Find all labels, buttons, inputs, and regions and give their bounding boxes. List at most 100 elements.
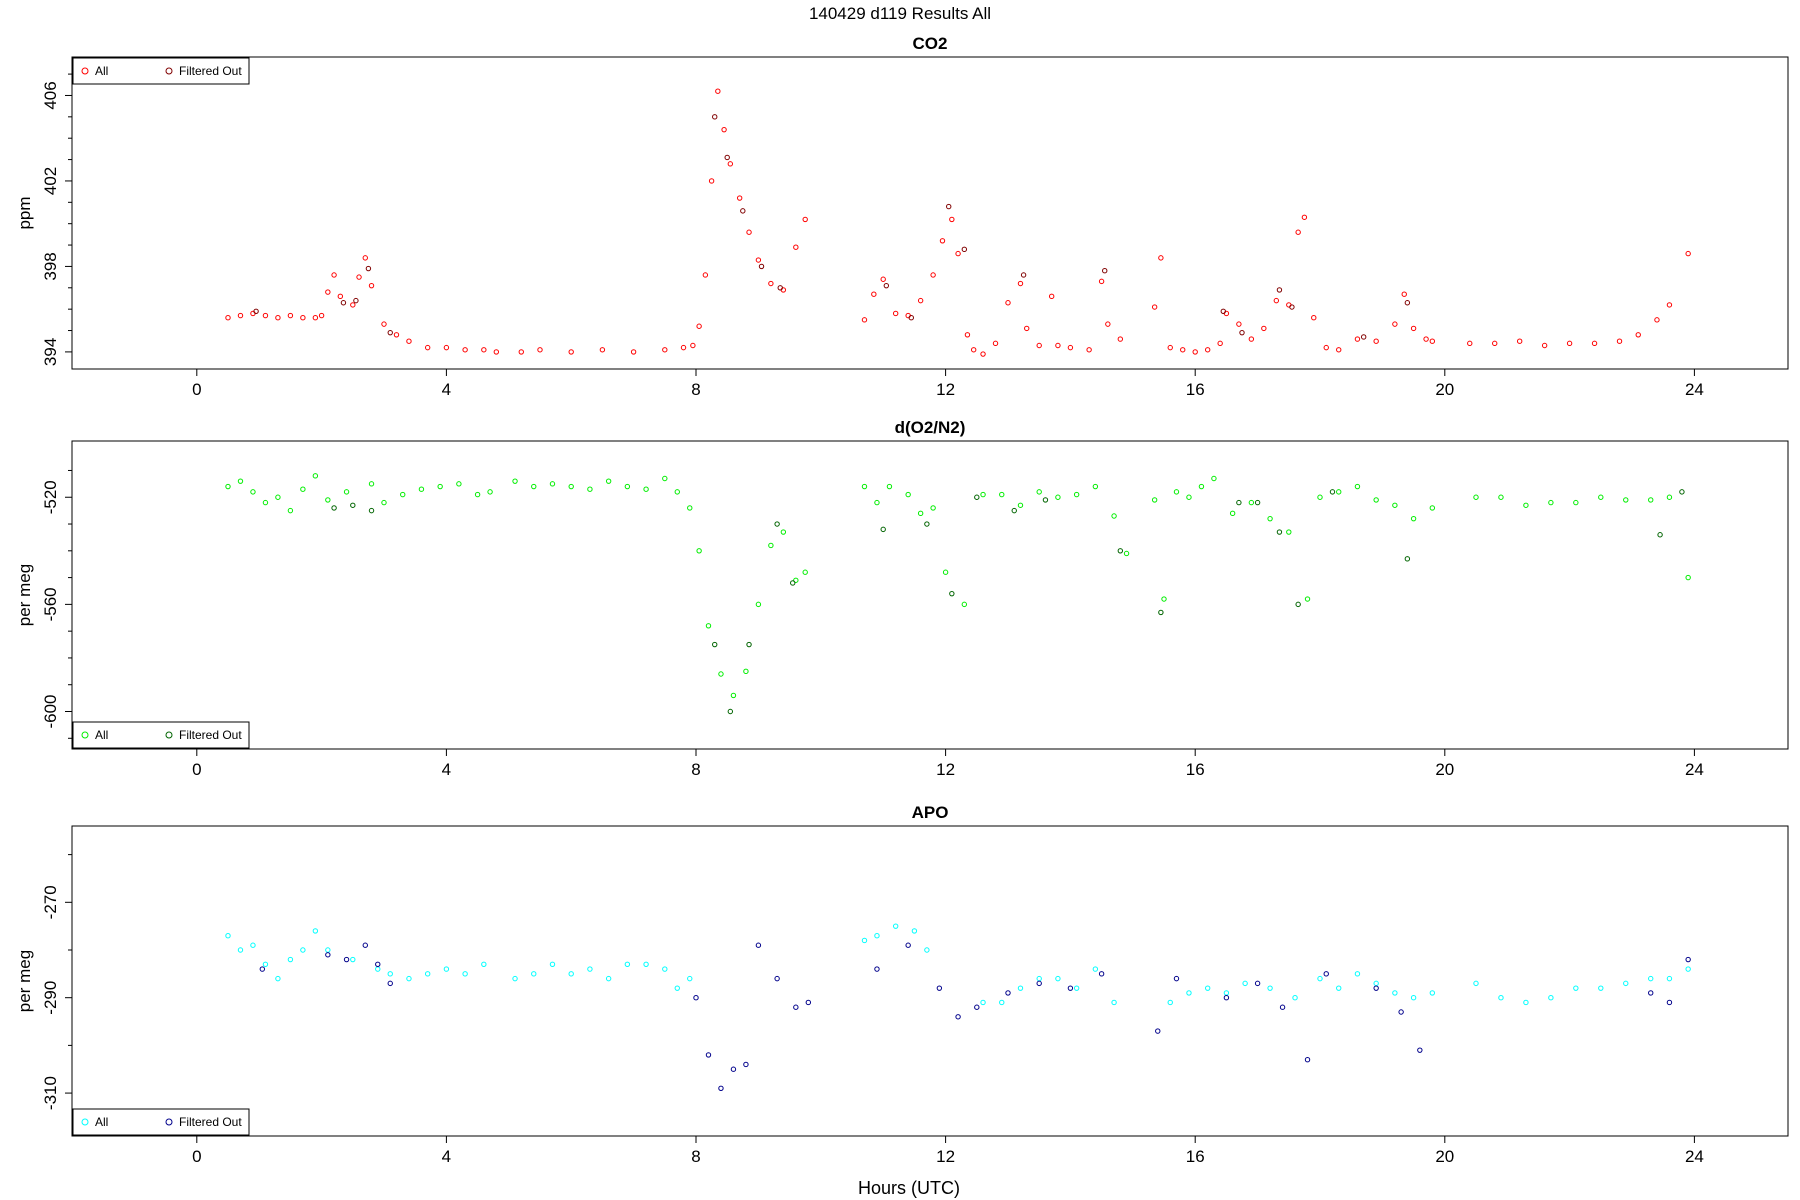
data-point <box>225 932 231 939</box>
data-point <box>462 971 468 977</box>
data-point <box>708 178 715 184</box>
x-tick-label: 0 <box>192 380 201 399</box>
data-point <box>362 255 368 261</box>
data-point <box>705 623 712 629</box>
data-point <box>1279 1004 1286 1010</box>
data-point <box>1017 985 1024 991</box>
data-point <box>387 971 393 977</box>
data-point <box>1186 494 1192 500</box>
data-point <box>275 315 281 321</box>
data-point <box>880 276 886 282</box>
data-point <box>250 489 256 495</box>
y-tick-label: -310 <box>41 1076 60 1110</box>
data-point <box>1404 556 1411 562</box>
data-point <box>780 529 787 535</box>
data-point <box>1548 499 1554 506</box>
chart-panel-1: CO2 0 4 8 12 16 20 24 394 398 402 406 ppm All Filtered… <box>15 34 1789 399</box>
data-point <box>727 161 734 167</box>
data-point <box>443 966 450 972</box>
data-point <box>1024 325 1030 332</box>
data-point <box>886 483 893 490</box>
chart-panel-2: d(O2/N2) 0 4 8 12 16 20 24 -520 -560 -600 per meg Al… <box>15 418 1789 779</box>
data-point <box>861 937 868 944</box>
data-point <box>1267 515 1273 522</box>
data-point <box>1685 574 1691 581</box>
data-point <box>874 932 880 939</box>
data-point <box>406 975 412 982</box>
data-point <box>1248 336 1255 342</box>
data-point <box>325 497 331 503</box>
figure-title: 140429 d119 Results All <box>809 4 991 23</box>
x-tick-label: 0 <box>192 760 201 779</box>
data-point <box>777 285 783 291</box>
data-point <box>1648 990 1654 996</box>
data-point <box>790 580 796 586</box>
data-point <box>861 317 868 323</box>
data-point <box>1036 342 1042 349</box>
data-point <box>1042 497 1049 503</box>
legend-marker <box>81 731 89 739</box>
data-point <box>999 491 1005 498</box>
data-point <box>1623 980 1629 987</box>
data-point <box>1654 317 1660 323</box>
data-point <box>1111 999 1117 1006</box>
data-point <box>1151 497 1158 503</box>
data-point <box>237 312 244 319</box>
data-point <box>1417 1047 1423 1053</box>
data-point <box>250 942 256 948</box>
data-point <box>443 344 450 351</box>
data-point <box>892 923 899 929</box>
data-point <box>1223 990 1230 996</box>
data-point <box>880 526 886 533</box>
data-point <box>1685 250 1691 257</box>
data-point <box>730 1066 737 1072</box>
data-point <box>353 297 359 304</box>
data-point <box>1017 502 1024 508</box>
data-point <box>340 300 347 306</box>
data-point <box>743 1061 749 1068</box>
y-tick-label: -560 <box>41 587 60 621</box>
data-point <box>381 499 387 506</box>
data-point <box>262 499 269 506</box>
data-point <box>724 154 730 161</box>
data-point <box>746 641 752 648</box>
data-point <box>1067 985 1074 991</box>
data-point <box>1392 321 1398 327</box>
data-point <box>1036 489 1042 495</box>
data-point <box>1323 971 1329 977</box>
data-point <box>718 1085 724 1092</box>
data-point <box>531 971 537 977</box>
y-tick-label: 398 <box>41 252 60 280</box>
x-tick-label: 4 <box>442 760 451 779</box>
data-point <box>1666 975 1673 982</box>
data-point <box>727 708 734 715</box>
data-point <box>1516 338 1523 344</box>
data-point <box>949 590 955 597</box>
data-point <box>1410 515 1417 522</box>
data-point <box>1354 336 1361 342</box>
data-point <box>730 692 737 699</box>
data-point <box>1229 510 1236 517</box>
data-point <box>974 494 980 500</box>
data-point <box>917 297 924 304</box>
data-point <box>512 975 518 982</box>
data-point <box>930 505 936 511</box>
data-point <box>911 928 918 934</box>
data-point <box>936 985 943 991</box>
data-point <box>1117 336 1124 342</box>
legend: All Filtered Out <box>72 1108 250 1136</box>
legend-label: All <box>95 728 108 742</box>
x-tick-label: 12 <box>936 1147 955 1166</box>
data-point <box>1005 300 1011 306</box>
data-point <box>1323 344 1329 351</box>
data-point <box>393 332 400 338</box>
data-point <box>1373 980 1379 987</box>
data-point <box>1098 278 1105 285</box>
data-point <box>1102 267 1108 274</box>
chart-panel-3: APO 0 4 8 12 16 20 24 -270 -290 -310 per meg All Filt… <box>15 803 1789 1166</box>
data-point <box>549 481 556 487</box>
data-point <box>549 961 556 968</box>
data-point <box>743 668 749 675</box>
data-point <box>1236 321 1242 327</box>
data-point <box>337 293 344 300</box>
